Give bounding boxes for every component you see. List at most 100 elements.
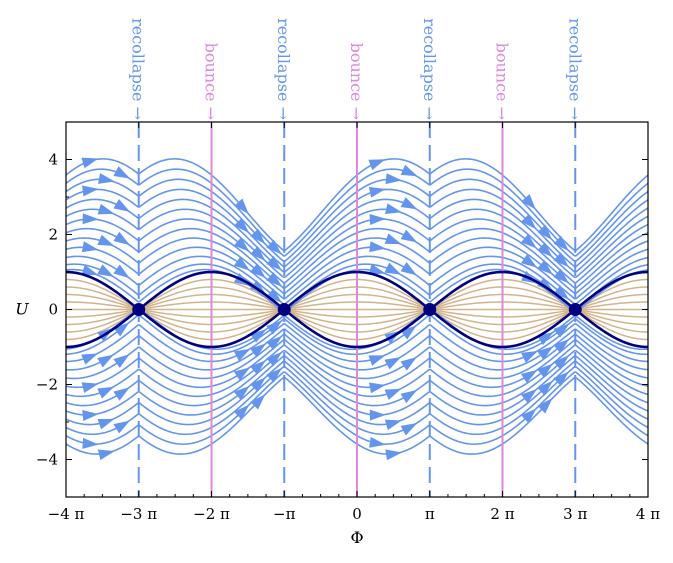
- flow-arrow: [82, 185, 99, 197]
- fixed-point: [423, 303, 437, 316]
- flow-arrow: [537, 242, 553, 258]
- flow-arrow: [521, 408, 537, 424]
- recollapse-label: recollapse →: [274, 18, 293, 120]
- flow-arrow: [537, 363, 554, 378]
- flow-arrow: [233, 256, 250, 271]
- x-tick-label: 2 π: [490, 505, 514, 523]
- flow-arrow: [97, 203, 115, 215]
- x-tick-label: 4 π: [636, 505, 660, 523]
- flow-arrow: [266, 239, 282, 255]
- flow-arrow: [368, 264, 386, 275]
- flow-arrow: [113, 387, 130, 401]
- flow-arrow: [369, 213, 386, 225]
- flow-arrow: [250, 394, 266, 410]
- flow-arrow: [250, 360, 266, 375]
- flow-arrow: [400, 423, 418, 436]
- flow-arrow: [233, 367, 251, 381]
- flow-arrow: [400, 262, 417, 276]
- recollapse-label: recollapse →: [565, 18, 584, 120]
- flow-arrow: [250, 343, 267, 358]
- y-tick-label: 2: [48, 226, 58, 244]
- flow-arrow: [520, 389, 537, 404]
- labels: −4 π −3 π −2 π −π 0 π 2 π 3 π 4 π −4 −2 0 2 4 Φ Urecoll…: [15, 18, 660, 547]
- y-tick-label: −4: [36, 451, 58, 469]
- flow-arrow: [233, 404, 250, 420]
- flow-arrow: [368, 355, 386, 366]
- flow-arrow: [266, 255, 282, 271]
- flow-arrow: [233, 217, 250, 234]
- flow-arrow: [400, 390, 418, 404]
- flow-arrow: [266, 368, 282, 383]
- flow-arrow: [537, 224, 553, 241]
- flow-arrow: [250, 228, 266, 245]
- axes-frame: [65, 121, 649, 498]
- flow-arrow: [81, 353, 99, 365]
- x-tick-label: 3 π: [563, 505, 587, 523]
- flow-arrow: [266, 288, 283, 303]
- flow-arrow: [81, 241, 99, 253]
- y-tick-label: −2: [36, 376, 58, 394]
- flow-arrow: [553, 371, 570, 387]
- x-tick-label: −4 π: [48, 505, 85, 523]
- bounce-label: bounce →: [202, 43, 221, 120]
- flow-arrow: [233, 348, 251, 362]
- flow-arrow: [82, 437, 99, 449]
- flow-arrow: [368, 186, 386, 198]
- flow-arrow: [369, 409, 386, 421]
- flow-arrow: [82, 213, 99, 225]
- flow-arrow: [113, 199, 131, 212]
- flow-arrow: [400, 229, 418, 243]
- flow-arrow: [520, 254, 538, 268]
- flow-arrow: [384, 233, 402, 245]
- fixed-point: [132, 303, 146, 316]
- bounce-label: bounce →: [347, 43, 366, 120]
- flow-arrow: [553, 355, 570, 370]
- y-axis-label: U: [15, 300, 29, 319]
- flow-arrow: [82, 410, 99, 422]
- flow-arrow: [400, 356, 417, 371]
- flow-arrow: [369, 241, 386, 253]
- flow-arrow: [553, 285, 570, 300]
- flow-arrow: [384, 356, 402, 370]
- y-tick-label: 4: [48, 151, 58, 169]
- x-tick-label: −3 π: [120, 505, 157, 523]
- separatrix-lower: [66, 308, 648, 349]
- flow-arrow: [368, 159, 386, 171]
- y-tick-label: 0: [48, 301, 58, 319]
- flow-arrow: [384, 419, 402, 431]
- flow-arrow: [81, 264, 99, 276]
- flow-arrow: [234, 198, 249, 215]
- flow-arrow: [400, 164, 418, 177]
- flow-arrow: [250, 263, 266, 279]
- fixed-point: [568, 303, 582, 316]
- flow-arrow: [537, 380, 553, 396]
- x-tick-label: 0: [352, 505, 362, 523]
- x-tick-label: −π: [273, 505, 296, 523]
- flow-arrow: [97, 418, 115, 430]
- flow-arrow: [553, 323, 570, 338]
- flow-arrow: [553, 235, 569, 251]
- recollapse-label: recollapse →: [420, 18, 439, 120]
- flow-arrow: [81, 382, 99, 393]
- x-tick-label: −2 π: [193, 505, 230, 523]
- separatrix-upper: [66, 270, 648, 311]
- flow-arrow: [266, 272, 283, 287]
- flow-arrow: [97, 449, 115, 461]
- flow-arrow: [385, 203, 402, 215]
- flow-arrow: [521, 214, 537, 230]
- flow-arrow: [537, 260, 553, 275]
- flow-arrow: [385, 173, 403, 185]
- bounce-label: bounce →: [493, 43, 512, 120]
- flow-arrow: [97, 264, 114, 277]
- plot-area: [66, 122, 648, 497]
- flow-arrow: [385, 449, 402, 461]
- flow-arrow: [250, 246, 266, 262]
- flow-arrow: [368, 382, 386, 394]
- flow-arrow: [369, 436, 386, 448]
- flow-arrow: [537, 346, 554, 361]
- flow-arrow: [98, 173, 115, 184]
- flow-arrow: [553, 338, 570, 354]
- flow-arrow: [113, 231, 130, 246]
- flow-arrow: [537, 277, 554, 292]
